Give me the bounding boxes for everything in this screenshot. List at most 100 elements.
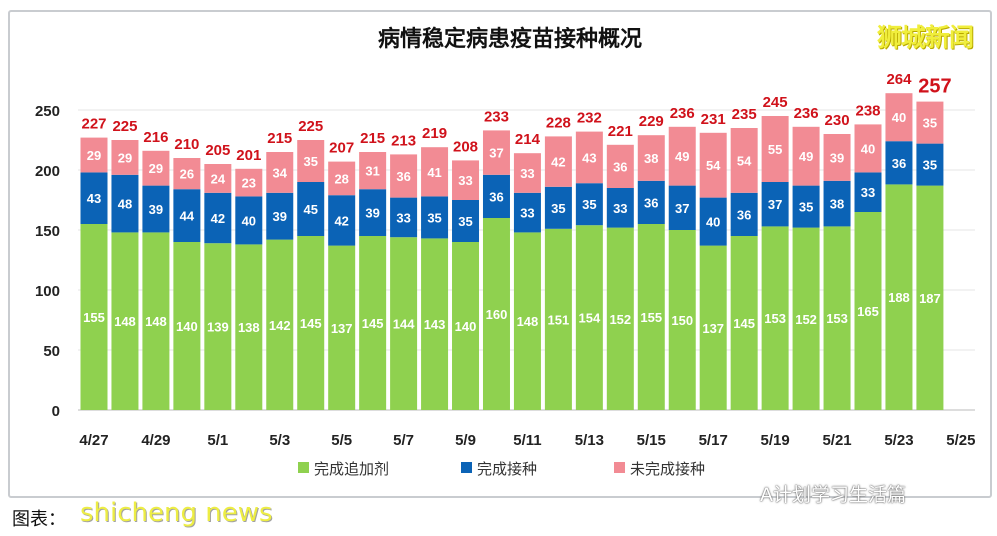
data-label: 148 (145, 314, 167, 329)
bar-segment (761, 182, 789, 227)
data-label: 148 (517, 314, 539, 329)
bar-segment (328, 195, 356, 246)
bar-segment (328, 161, 356, 196)
total-label: 210 (174, 136, 199, 153)
bar-segment (730, 236, 758, 410)
bar-segment (854, 172, 882, 212)
data-label: 28 (334, 171, 348, 186)
bar-segment (390, 154, 418, 198)
data-label: 42 (334, 213, 348, 228)
total-label: 215 (360, 130, 385, 147)
total-label: 235 (732, 106, 757, 123)
total-label: 215 (267, 130, 292, 147)
legend-label: 完成接种 (477, 460, 537, 478)
bar-segment (730, 128, 758, 193)
bar-segment (482, 130, 510, 175)
data-label: 36 (396, 169, 410, 184)
bar-segment (606, 227, 634, 410)
bar-segment (452, 200, 480, 242)
bar-segment (668, 185, 696, 230)
data-label: 33 (520, 166, 534, 181)
bar-segment (359, 189, 387, 236)
data-label: 39 (149, 202, 163, 217)
data-label: 38 (830, 197, 844, 212)
bar-segment (452, 242, 480, 410)
data-label: 142 (269, 318, 291, 333)
bar-segment (359, 152, 387, 190)
data-label: 35 (303, 154, 317, 169)
data-label: 153 (764, 311, 786, 326)
watermark-bottom: shicheng news (80, 498, 273, 528)
bar-segment (668, 230, 696, 410)
total-label: 205 (205, 142, 230, 159)
chart-title: 病情稳定病患疫苗接种概况 (378, 26, 642, 52)
bar-segment (111, 140, 139, 175)
bar-segment (513, 232, 541, 410)
x-tick-label: 5/17 (699, 432, 728, 449)
data-label: 155 (83, 310, 105, 325)
data-label: 137 (702, 321, 724, 336)
data-label: 43 (582, 150, 596, 165)
bar-segment (204, 192, 232, 244)
data-label: 150 (671, 313, 693, 328)
data-label: 37 (675, 201, 689, 216)
total-label: 233 (484, 108, 509, 125)
bar-segment (792, 126, 820, 186)
data-label: 29 (87, 148, 101, 163)
bar-segment (297, 140, 325, 182)
bar-segment (513, 153, 541, 193)
data-label: 154 (579, 311, 601, 326)
data-label: 137 (331, 321, 353, 336)
legend-swatch (614, 462, 625, 473)
bar-segment (235, 168, 263, 197)
total-label: 219 (422, 125, 447, 142)
bar-segment (668, 126, 696, 186)
y-tick-label: 0 (52, 403, 60, 420)
legend-label: 完成追加剂 (314, 460, 389, 478)
watermark-top: 狮城新闻 (877, 23, 974, 52)
data-label: 35 (923, 158, 937, 173)
bar-segment (266, 192, 294, 240)
bar-segment (699, 132, 727, 198)
data-label: 55 (768, 142, 782, 157)
bar-segment (173, 189, 201, 242)
wechat-watermark: A计划学习生活篇 (760, 484, 906, 506)
data-label: 29 (149, 161, 163, 176)
bar-segment (111, 174, 139, 233)
data-label: 36 (737, 207, 751, 222)
total-label: 228 (546, 114, 571, 131)
data-label: 54 (706, 158, 721, 173)
data-label: 49 (675, 149, 689, 164)
bar-segment (823, 226, 851, 410)
bar-segment (513, 192, 541, 233)
data-label: 40 (861, 141, 875, 156)
data-label: 187 (919, 291, 941, 306)
x-tick-label: 4/29 (141, 432, 170, 449)
bar-segment (328, 245, 356, 410)
bar-segment (482, 174, 510, 218)
bar-segment (916, 101, 944, 144)
bar-segment (544, 186, 572, 229)
bar-segment (730, 192, 758, 236)
data-label: 188 (888, 290, 910, 305)
bar-segment (792, 185, 820, 228)
bar-segment (575, 131, 603, 184)
total-label: 201 (236, 147, 261, 164)
bar-segment (297, 236, 325, 410)
bar-segment (80, 224, 108, 410)
bar-segment (575, 183, 603, 226)
data-label: 35 (427, 210, 441, 225)
x-tick-label: 5/5 (331, 432, 352, 449)
data-label: 40 (242, 213, 256, 228)
total-label: 213 (391, 132, 416, 149)
total-label: 264 (886, 71, 912, 88)
total-label: 208 (453, 138, 478, 155)
bar-segment (452, 160, 480, 200)
data-label: 39 (365, 206, 379, 221)
bar-segment (823, 180, 851, 227)
data-label: 45 (303, 202, 317, 217)
total-label: 225 (298, 118, 323, 135)
data-label: 54 (737, 153, 752, 168)
data-label: 140 (176, 319, 198, 334)
